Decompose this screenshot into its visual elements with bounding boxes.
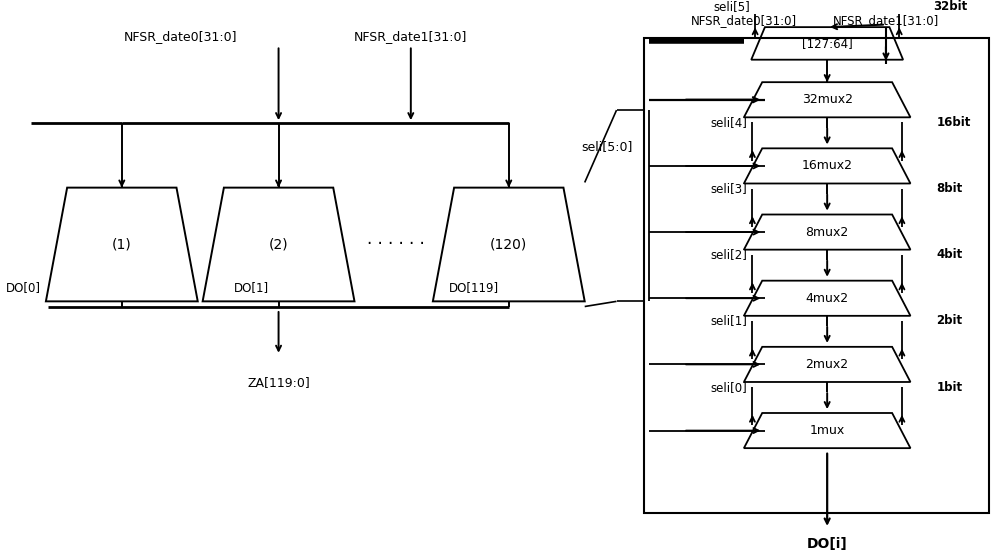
Text: seli[3]: seli[3] — [711, 182, 748, 195]
Text: · · · · · ·: · · · · · · — [367, 235, 425, 253]
Text: 8mux2: 8mux2 — [806, 225, 849, 239]
Text: seli[5]: seli[5] — [713, 0, 750, 13]
Text: 2mux2: 2mux2 — [806, 358, 849, 371]
Text: 32bit: 32bit — [934, 0, 968, 13]
Text: (1): (1) — [112, 237, 132, 251]
Text: DO[1]: DO[1] — [234, 280, 269, 294]
Text: NFSR_date0[31:0]: NFSR_date0[31:0] — [124, 30, 237, 43]
Text: NFSR_date1[31:0]: NFSR_date1[31:0] — [354, 30, 468, 43]
Text: 16bit: 16bit — [936, 116, 971, 129]
Text: seli[4]: seli[4] — [711, 116, 748, 129]
Text: (2): (2) — [269, 237, 288, 251]
Text: seli[1]: seli[1] — [711, 315, 748, 327]
Text: DO[0]: DO[0] — [6, 280, 41, 294]
Text: (120): (120) — [490, 237, 527, 251]
Text: [127:64]: [127:64] — [802, 37, 853, 50]
Text: ZA[119:0]: ZA[119:0] — [247, 376, 310, 390]
Text: 32mux2: 32mux2 — [802, 93, 853, 106]
Text: 8bit: 8bit — [936, 182, 962, 195]
Text: 1mux: 1mux — [810, 424, 845, 437]
Text: 4bit: 4bit — [936, 249, 962, 261]
Text: 4mux2: 4mux2 — [806, 291, 849, 305]
Text: NFSR_date0[31:0]: NFSR_date0[31:0] — [691, 14, 797, 28]
Text: 1bit: 1bit — [936, 381, 962, 393]
Text: NFSR_date1[31:0]: NFSR_date1[31:0] — [833, 14, 939, 28]
Text: DO[119]: DO[119] — [449, 280, 499, 294]
Text: seli[5:0]: seli[5:0] — [581, 140, 632, 153]
Text: DO[i]: DO[i] — [807, 537, 848, 550]
Text: seli[0]: seli[0] — [711, 381, 748, 393]
Text: 16mux2: 16mux2 — [802, 159, 853, 172]
Text: 2bit: 2bit — [936, 315, 962, 327]
Text: seli[2]: seli[2] — [711, 249, 748, 261]
